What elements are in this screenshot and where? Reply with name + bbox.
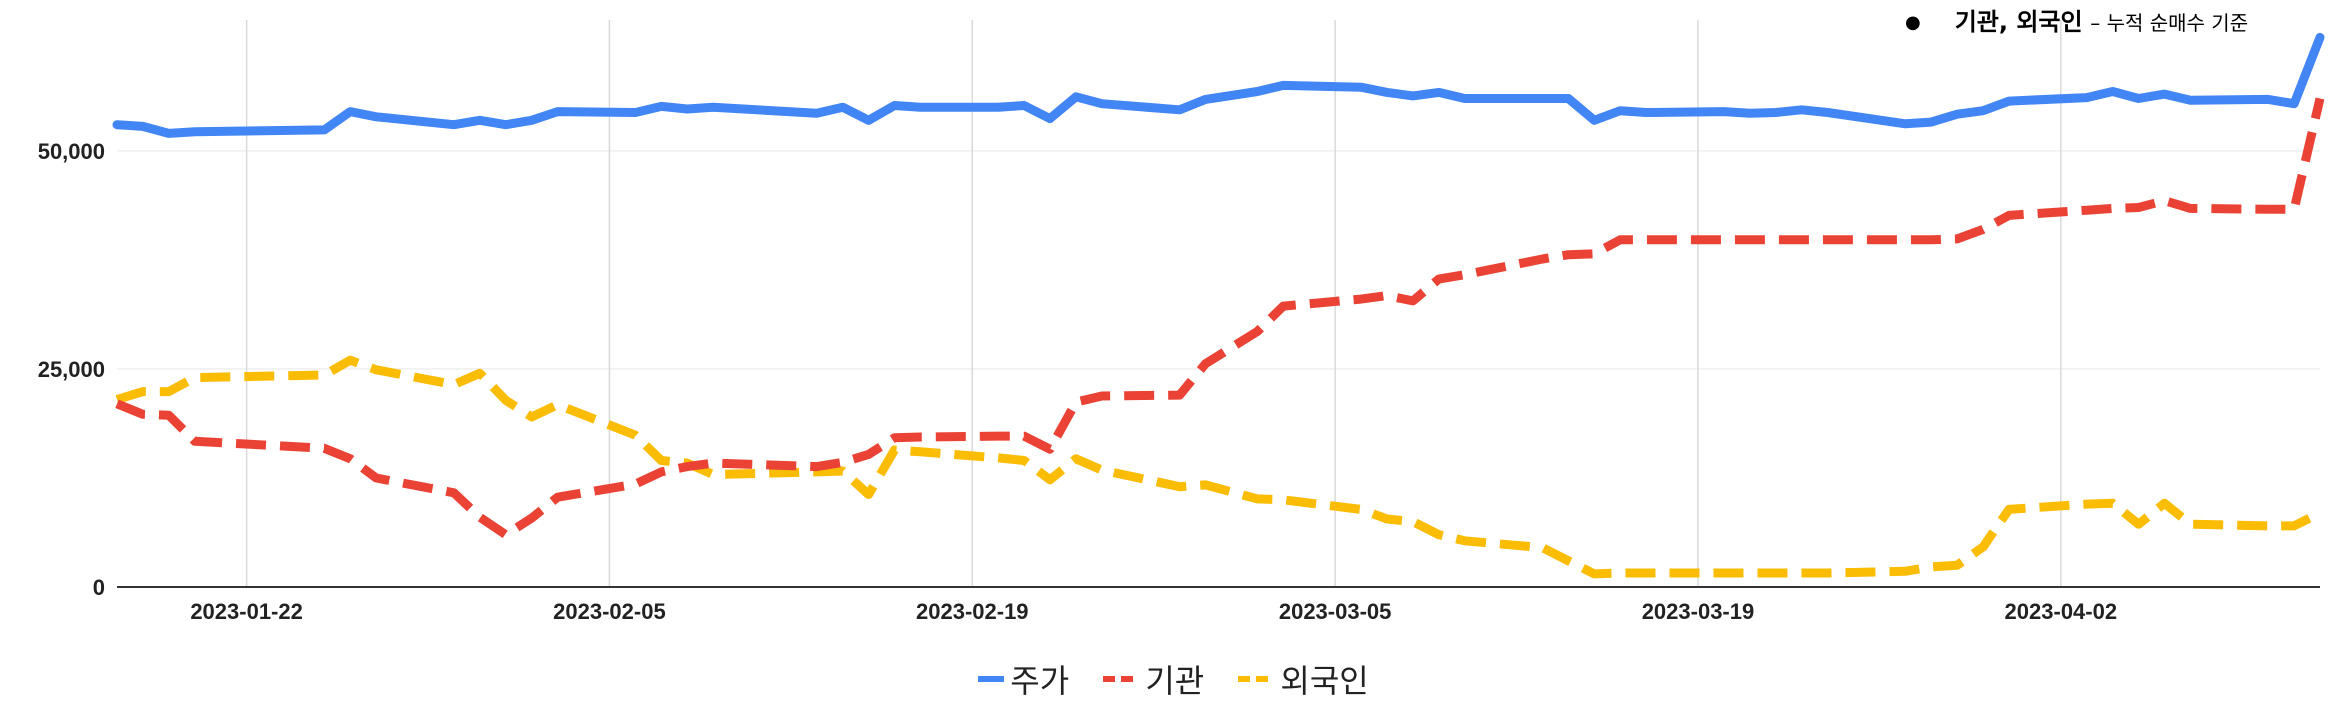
note-annotation: ● 기관, 외국인 – 누적 순매수 기준	[1905, 2, 2248, 37]
y-tick-label: 50,000	[38, 139, 105, 164]
x-tick-label: 2023-02-05	[553, 599, 666, 624]
legend-label-institution: 기관	[1145, 662, 1205, 700]
note-main: 기관, 외국인	[1954, 8, 2083, 36]
x-tick-label: 2023-03-05	[1279, 599, 1392, 624]
y-tick-label: 0	[93, 575, 105, 600]
legend-swatch-price	[978, 676, 1005, 682]
x-tick-label: 2023-04-02	[2005, 599, 2118, 624]
y-tick-label: 25,000	[38, 357, 105, 382]
series-lines	[112, 32, 2325, 579]
legend-item-foreign: 외국인	[1238, 656, 1369, 702]
bullet-icon: ●	[1905, 12, 1921, 33]
legend-label-foreign: 외국인	[1280, 662, 1369, 700]
legend-item-price: 주가	[978, 656, 1069, 702]
series-line-0	[112, 32, 2325, 138]
legend-item-institution: 기관	[1103, 656, 1204, 702]
legend-swatch-foreign	[1238, 676, 1275, 682]
chart-legend: 주가 기관 외국인	[0, 652, 2347, 702]
legend-label-price: 주가	[1010, 662, 1070, 700]
note-detail: – 누적 순매수 기준	[2090, 11, 2249, 35]
x-tick-label: 2023-03-19	[1642, 599, 1755, 624]
axes: 0 25,000 50,000 2023-01-22 2023-02-05 2023-02…	[38, 139, 2320, 624]
series-line-2	[115, 355, 2323, 579]
series-line-1	[115, 97, 2325, 540]
x-tick-label: 2023-01-22	[190, 599, 303, 624]
legend-swatch-institution	[1103, 676, 1140, 682]
x-tick-label: 2023-02-19	[916, 599, 1029, 624]
